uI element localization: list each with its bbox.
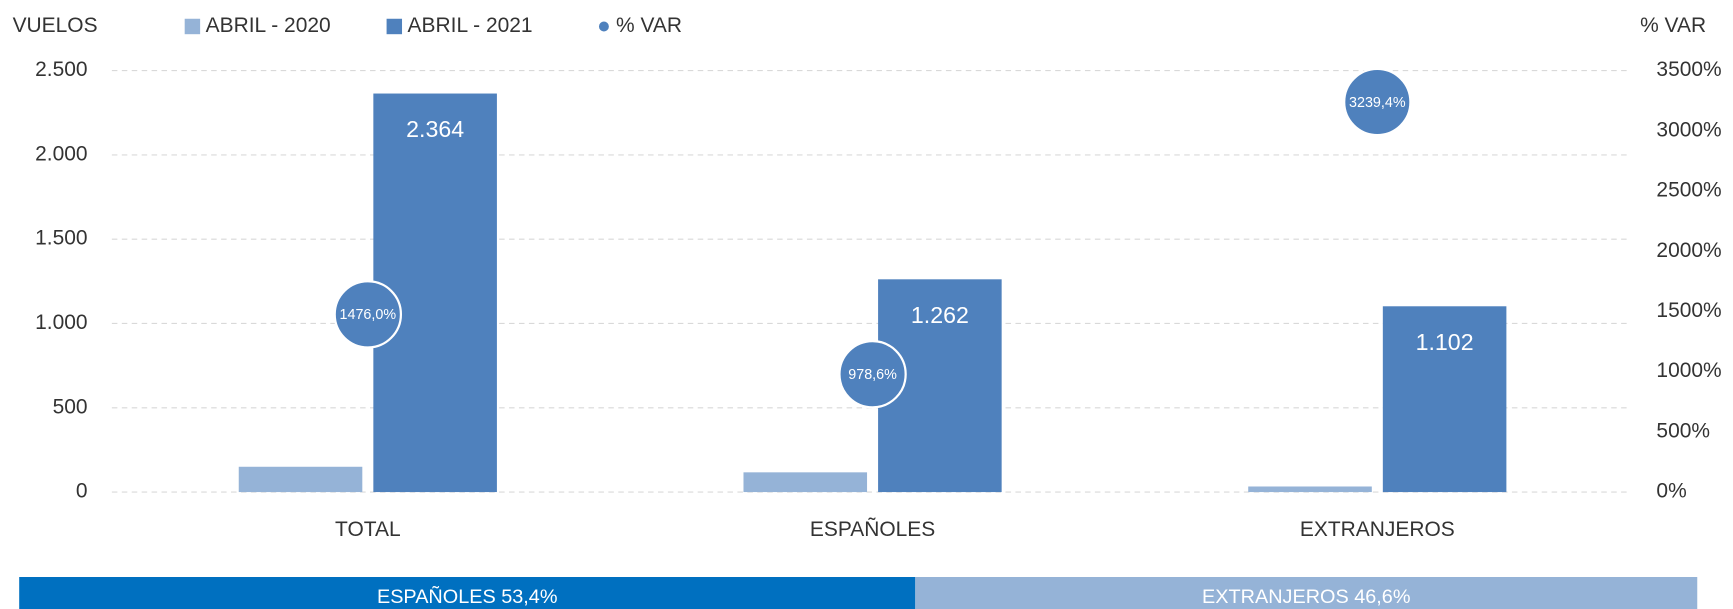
y-tick-label: 500 bbox=[53, 395, 88, 418]
share-segment bbox=[19, 577, 916, 609]
legend-marker bbox=[184, 18, 201, 35]
legend-label: % VAR bbox=[616, 14, 682, 37]
point-label: 1476,0% bbox=[340, 307, 397, 323]
y2-tick-label: 2000% bbox=[1656, 239, 1721, 262]
bar bbox=[238, 466, 363, 493]
legend-marker bbox=[386, 18, 403, 35]
y-tick-label: 1.500 bbox=[35, 227, 87, 250]
y2-tick-label: 500% bbox=[1656, 419, 1710, 442]
bar-label: 1.102 bbox=[1416, 329, 1474, 355]
point bbox=[1343, 67, 1412, 137]
legend-label: ABRIL - 2021 bbox=[408, 14, 533, 37]
y2-tick-label: 2500% bbox=[1656, 179, 1721, 202]
bar bbox=[1382, 306, 1507, 493]
x-tick-label: EXTRANJEROS bbox=[1300, 518, 1455, 541]
point bbox=[333, 280, 403, 349]
legend-label: ABRIL - 2020 bbox=[206, 14, 331, 37]
y-tick-label: 0 bbox=[76, 480, 88, 503]
point bbox=[838, 340, 907, 409]
bar bbox=[743, 472, 868, 493]
y-tick-label: 2.000 bbox=[35, 142, 87, 165]
y2-tick-label: 1500% bbox=[1656, 299, 1721, 322]
share-label: ESPAÑOLES 53,4% bbox=[377, 584, 558, 608]
y-tick-label: 1.000 bbox=[35, 311, 87, 334]
bar bbox=[1248, 486, 1372, 493]
y2-tick-label: 3000% bbox=[1656, 118, 1721, 141]
legend-marker bbox=[598, 21, 609, 32]
y2-tick-label: 3500% bbox=[1656, 58, 1721, 81]
y2-tick-label: 1000% bbox=[1656, 359, 1721, 382]
x-tick-label: TOTAL bbox=[335, 518, 401, 541]
share-segment bbox=[915, 577, 1698, 609]
y-tick-label: 2.500 bbox=[35, 58, 87, 81]
share-label: EXTRANJEROS 46,6% bbox=[1202, 586, 1410, 608]
point-label: 3239,4% bbox=[1349, 95, 1406, 111]
bar-label: 1.262 bbox=[911, 302, 969, 328]
x-tick-label: ESPAÑOLES bbox=[810, 517, 935, 541]
y2-axis-title: % VAR bbox=[1640, 14, 1706, 37]
y-axis-title: VUELOS bbox=[13, 14, 98, 37]
bar-label: 2.364 bbox=[406, 116, 464, 142]
point-label: 978,6% bbox=[848, 367, 897, 383]
y2-tick-label: 0% bbox=[1656, 480, 1686, 503]
